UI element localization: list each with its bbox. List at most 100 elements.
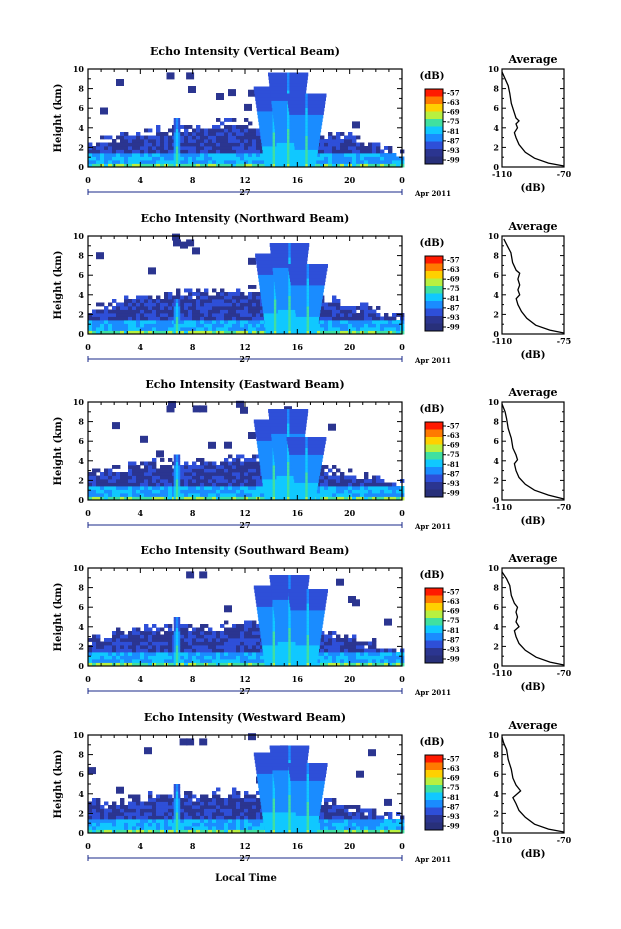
echo-cell <box>168 805 173 809</box>
echo-cell <box>108 135 113 140</box>
echo-cell <box>240 135 245 140</box>
echo-cell <box>356 163 361 168</box>
echo-cell <box>396 313 401 317</box>
echo-cell <box>392 323 397 328</box>
echo-cell <box>188 655 193 660</box>
echo-cell <box>236 486 241 490</box>
echo-cell <box>148 475 153 480</box>
echo-cell <box>372 641 377 646</box>
echo-cell <box>306 264 309 268</box>
echo-cell <box>208 659 213 663</box>
echo-cell <box>324 309 329 314</box>
echo-cell <box>88 313 93 317</box>
echo-cell <box>224 605 232 613</box>
echo-cell <box>272 156 275 161</box>
echo-cell <box>224 149 229 154</box>
echo-cell <box>244 135 249 140</box>
echo-cell <box>244 475 249 480</box>
echo-cell <box>136 149 141 154</box>
echo-cell <box>136 309 141 314</box>
echo-cell <box>200 135 205 140</box>
echo-cell <box>232 299 237 303</box>
echo-cell <box>224 292 229 296</box>
echo-cell <box>104 156 109 161</box>
echo-cell <box>152 458 157 462</box>
colorbar-segment <box>425 444 443 453</box>
echo-cell <box>336 302 341 307</box>
colorbar-tick-label: -81 <box>447 626 460 635</box>
echo-cell <box>232 458 237 462</box>
echo-cell <box>328 638 333 642</box>
echo-cell <box>212 153 217 157</box>
echo-cell <box>305 146 308 150</box>
echo-cell <box>344 149 349 154</box>
echo-cell <box>287 83 290 87</box>
echo-cell <box>148 295 153 300</box>
echo-cell <box>204 153 209 157</box>
echo-cell <box>192 327 197 331</box>
echo-cell <box>92 638 97 642</box>
echo-cell <box>175 475 179 480</box>
echo-cell <box>116 822 121 827</box>
echo-cell <box>140 323 145 328</box>
echo-cell <box>120 330 125 335</box>
echo-cell <box>175 634 179 639</box>
echo-cell <box>128 493 133 497</box>
echo-cell <box>208 128 213 133</box>
echo-cell <box>132 822 137 827</box>
echo-cell <box>112 815 117 820</box>
echo-cell <box>360 160 365 164</box>
echo-cell <box>140 313 145 317</box>
colorbar-segment <box>425 316 443 324</box>
echo-cell <box>96 798 101 802</box>
echo-cell <box>88 142 93 147</box>
echo-cell <box>120 641 125 646</box>
echo-cell <box>108 330 113 335</box>
echo-cell <box>232 634 237 639</box>
echo-cell <box>364 655 369 660</box>
echo-cell <box>192 655 197 660</box>
echo-cell <box>287 118 290 122</box>
echo-cell <box>144 302 149 307</box>
echo-cell <box>228 645 233 649</box>
echo-cell <box>92 655 97 660</box>
echo-cell <box>160 819 165 823</box>
echo-cell <box>200 652 205 656</box>
echo-cell <box>184 163 189 168</box>
echo-cell <box>380 648 385 653</box>
echo-cell <box>348 638 353 642</box>
echo-cell <box>104 309 109 314</box>
echo-cell <box>208 132 213 136</box>
echo-cell <box>168 306 173 310</box>
y-tick-label: 4 <box>78 622 84 632</box>
echo-cell <box>92 482 97 487</box>
echo-cell <box>252 327 257 331</box>
echo-cell <box>364 302 369 307</box>
echo-cell <box>100 472 105 476</box>
echo-cell <box>220 295 225 300</box>
echo-cell <box>184 135 189 140</box>
echo-cell <box>252 659 257 663</box>
echo-cell <box>152 801 157 806</box>
echo-cell <box>332 323 337 328</box>
echo-cell <box>208 486 213 490</box>
echo-cell <box>180 472 185 476</box>
echo-cell <box>204 815 209 820</box>
echo-cell <box>128 313 133 317</box>
echo-cell <box>156 125 161 129</box>
echo-cell <box>184 323 189 328</box>
echo-cell <box>184 794 189 799</box>
echo-cell <box>216 631 221 635</box>
echo-cell <box>252 829 257 834</box>
echo-cell <box>180 132 185 136</box>
echo-cell <box>128 631 133 635</box>
echo-cell <box>132 142 137 147</box>
echo-cell <box>336 135 341 140</box>
echo-cell <box>196 808 201 813</box>
echo-cell <box>216 798 221 802</box>
echo-cell <box>328 156 333 161</box>
echo-cell <box>260 316 265 321</box>
echo-cell <box>248 486 253 490</box>
echo-cell <box>112 638 117 642</box>
echo-cell <box>184 493 189 497</box>
